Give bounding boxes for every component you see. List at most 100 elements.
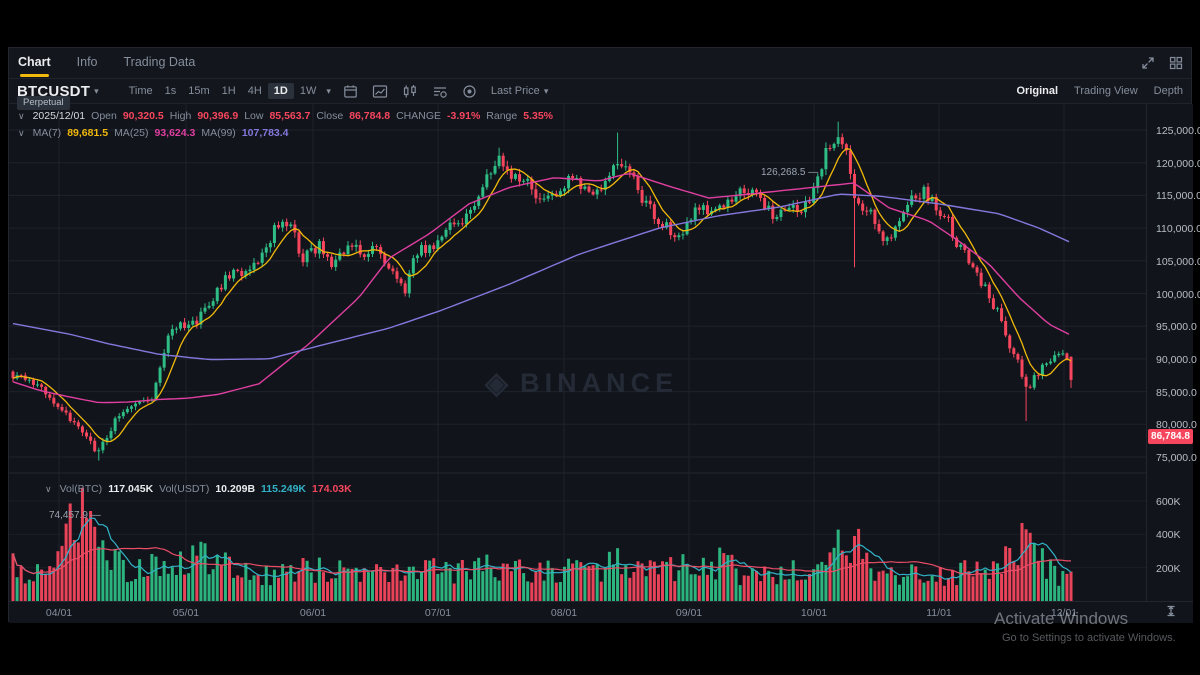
legend-label-range: Range (486, 110, 518, 122)
ma-legend: ∨ MA(7) 89,681.5 MA(25) 93,624.3 MA(99) 107,78… (18, 127, 289, 139)
target-icon[interactable] (462, 84, 477, 99)
line-chart-style-icon[interactable] (372, 84, 388, 99)
chart-toolbar: BTCUSDT ▾ Time 1s 15m 1H 4H 1D 1W ▾ Last Price… (9, 79, 1191, 104)
ma-value: 107,783.4 (241, 127, 289, 139)
ma25-line (12, 173, 1070, 404)
ma-label: MA(7) (32, 127, 62, 139)
volume-label: Vol(BTC) (59, 483, 103, 495)
legend-label-change: CHANGE (396, 110, 442, 122)
view-mode-switcher: Original Trading View Depth (1016, 85, 1183, 97)
interval-1d[interactable]: 1D (267, 83, 294, 99)
legend-label-high: High (169, 110, 192, 122)
layout-grid-icon[interactable] (1169, 56, 1183, 70)
view-mode-depth[interactable]: Depth (1153, 85, 1183, 97)
price-tick-label: 105,000.0 (1156, 256, 1200, 268)
price-tick-label: 75,000.0 (1156, 452, 1197, 464)
interval-selector: Time 1s 15m 1H 4H 1D 1W (123, 83, 323, 99)
corner-icons (1141, 56, 1183, 70)
interval-more-chevron-icon[interactable]: ▾ (326, 85, 331, 96)
legend-value-low: 85,563.7 (269, 110, 311, 122)
time-tick-label: 07/01 (424, 607, 452, 619)
last-price-badge: 86,784.8 (1148, 429, 1193, 444)
ma-value: 93,624.3 (154, 127, 196, 139)
legend-label-close: Close (316, 110, 344, 122)
interval-1s[interactable]: 1s (164, 85, 177, 97)
collapse-chevron-icon[interactable]: ∨ (18, 110, 25, 121)
legend-label-low: Low (244, 110, 264, 122)
indicators-icon[interactable] (432, 84, 448, 99)
interval-4h[interactable]: 4H (247, 85, 262, 97)
time-tick-label: 09/01 (675, 607, 703, 619)
view-mode-trading-view[interactable]: Trading View (1074, 85, 1138, 97)
legend-value-range: 5.35% (523, 110, 554, 122)
trading-panel: Chart Info Trading Data BTCUSDT ▾ Time 1s 15… (8, 47, 1200, 644)
ma99-line (12, 193, 1070, 361)
volume-label: Vol(USDT) (159, 483, 210, 495)
interval-time[interactable]: Time (128, 85, 153, 97)
price-tick-label: 100,000.0 (1156, 289, 1200, 301)
interval-1h[interactable]: 1H (221, 85, 236, 97)
volume-tick-label: 400K (1156, 529, 1181, 542)
interval-15m[interactable]: 15m (188, 85, 210, 97)
ma-value: 89,681.5 (67, 127, 109, 139)
time-tick-label: 05/01 (172, 607, 200, 619)
legend-value-open: 90,320.5 (122, 110, 164, 122)
volume-value: 10.209B (215, 483, 256, 495)
price-tick-label: 95,000.0 (1156, 321, 1197, 333)
price-axis[interactable]: 125,000.0 120,000.0 115,000.0 110,000.0 105,… (1146, 104, 1200, 601)
expand-icon[interactable] (1141, 56, 1155, 70)
volume-tick-label: 200K (1156, 562, 1181, 575)
tab-chart[interactable]: Chart (18, 49, 51, 77)
low-annotation: 74,457.9 — (49, 510, 101, 521)
time-axis[interactable]: 04/01 05/01 06/01 07/01 08/01 09/01 10/01 11/01… (9, 601, 1193, 623)
price-tick-label: 120,000.0 (1156, 158, 1200, 170)
price-tick-label: 90,000.0 (1156, 354, 1197, 366)
price-tick-label: 85,000.0 (1156, 387, 1197, 399)
time-tick-label: 12/01 (1050, 607, 1078, 619)
price-tick-label: 125,000.0 (1156, 125, 1200, 137)
price-tick-label: 115,000.0 (1156, 190, 1200, 202)
time-tick-label: 06/01 (299, 607, 327, 619)
binance-logo-icon: ◈ (485, 367, 509, 400)
calendar-icon[interactable] (343, 84, 358, 99)
high-annotation: 126,268.5 — (761, 167, 819, 178)
price-source-selector[interactable]: Last Price (490, 85, 540, 97)
ma7-line (12, 148, 1072, 443)
volume-value: 117.045K (108, 483, 154, 495)
volume-legend: ∨ Vol(BTC) 117.045K Vol(USDT) 10.209B 115.249… (45, 483, 352, 495)
price-source-chevron-icon[interactable]: ▾ (543, 85, 549, 96)
time-tick-label: 10/01 (800, 607, 828, 619)
price-tick-label: 80,000.0 (1156, 419, 1197, 431)
legend-date: 2025/12/01 (32, 110, 86, 122)
tab-bar: Chart Info Trading Data (9, 48, 1191, 79)
volume-tick-label: 600K (1156, 496, 1181, 508)
volume-value: 115.249K (261, 483, 307, 495)
legend-value-close: 86,784.8 (349, 110, 391, 122)
chart-area: ∨ 2025/12/01 Open 90,320.5 High 90,396.9 Low 85… (9, 104, 1200, 644)
chevron-down-icon[interactable]: ▾ (94, 85, 99, 96)
candle-display-icon[interactable] (402, 84, 418, 99)
contract-type-badge[interactable]: Perpetual (17, 96, 70, 110)
collapse-chevron-icon[interactable]: ∨ (45, 483, 52, 494)
candlestick-chart[interactable] (9, 104, 1193, 623)
tab-info[interactable]: Info (76, 55, 98, 69)
ohlc-legend: ∨ 2025/12/01 Open 90,320.5 High 90,396.9 Low 85… (18, 110, 553, 122)
time-tick-label: 04/01 (45, 607, 73, 619)
ma-label: MA(99) (201, 127, 236, 139)
volume-ma-slow-line (12, 547, 1071, 576)
volume-value: 174.03K (312, 483, 352, 495)
symbol-selector[interactable]: BTCUSDT (17, 82, 91, 100)
view-mode-original[interactable]: Original (1016, 85, 1059, 97)
axis-scale-icon[interactable] (1164, 604, 1178, 618)
volume-ma-fast-line (12, 517, 1072, 580)
activate-windows-subtext: Go to Settings to activate Windows. (1002, 632, 1176, 644)
ma-label: MA(25) (114, 127, 149, 139)
legend-value-change: -3.91% (447, 110, 481, 122)
collapse-chevron-icon[interactable]: ∨ (18, 127, 25, 138)
legend-label-open: Open (91, 110, 117, 122)
tab-trading-data[interactable]: Trading Data (123, 55, 196, 69)
activate-windows-text: Activate Windows (994, 609, 1129, 628)
binance-watermark: ◈ BINANCE (485, 367, 679, 400)
time-tick-label: 08/01 (550, 607, 578, 619)
interval-1w[interactable]: 1W (299, 85, 317, 97)
